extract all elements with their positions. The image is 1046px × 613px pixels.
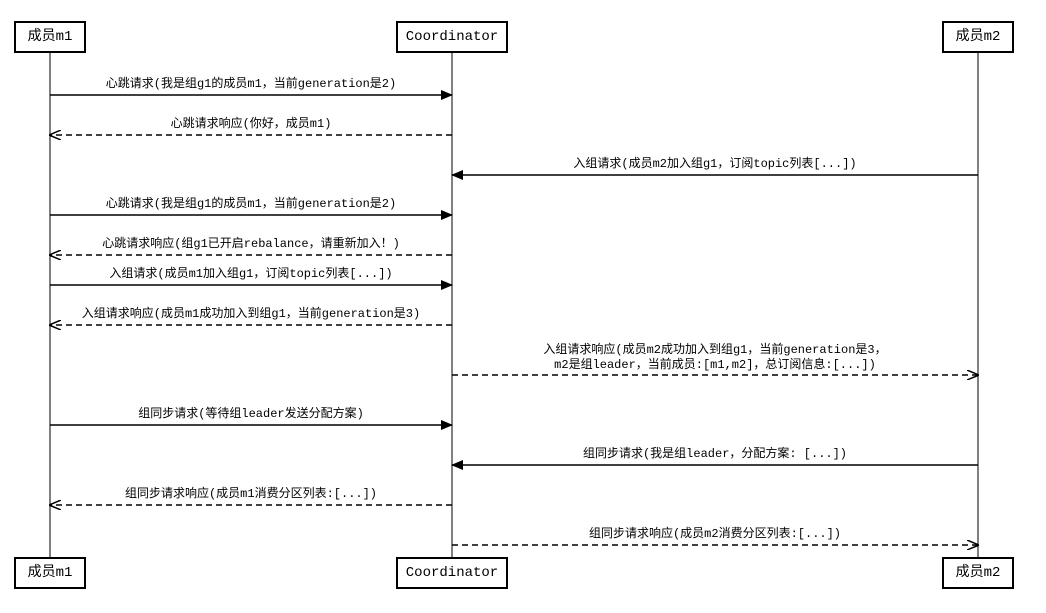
message-label-9: 组同步请求(我是组leader，分配方案: [...]) — [583, 445, 847, 461]
message-label-6: 入组请求响应(成员m1成功加入到组g1，当前generation是3) — [82, 305, 420, 321]
message-label-7: 入组请求响应(成员m2成功加入到组g1，当前generation是3， — [543, 341, 886, 357]
participant-label-coord: Coordinator — [406, 565, 498, 581]
message-label2-7: m2是组leader，当前成员:[m1,m2]，总订阅信息:[...]) — [554, 356, 876, 372]
message-label-4: 心跳请求响应(组g1已开启rebalance，请重新加入！) — [102, 235, 400, 251]
participant-label-m1: 成员m1 — [28, 564, 73, 581]
message-label-2: 入组请求(成员m2加入组g1，订阅topic列表[...]) — [573, 156, 856, 171]
participant-label-m1: 成员m1 — [28, 28, 73, 45]
message-label-0: 心跳请求(我是组g1的成员m1，当前generation是2) — [106, 75, 396, 91]
participant-label-coord: Coordinator — [406, 29, 498, 45]
message-label-1: 心跳请求响应(你好，成员m1) — [171, 115, 332, 131]
message-label-11: 组同步请求响应(成员m2消费分区列表:[...]) — [589, 525, 841, 541]
sequence-diagram: 成员m1 成员m1 Coordinator Coordinator 成员m2 成员m2 心跳… — [10, 10, 1046, 603]
message-label-5: 入组请求(成员m1加入组g1，订阅topic列表[...]) — [109, 266, 392, 281]
participant-label-m2: 成员m2 — [956, 28, 1001, 45]
message-label-8: 组同步请求(等待组leader发送分配方案) — [138, 405, 364, 421]
message-label-3: 心跳请求(我是组g1的成员m1，当前generation是2) — [106, 195, 396, 211]
message-label-10: 组同步请求响应(成员m1消费分区列表:[...]) — [125, 485, 377, 501]
participant-label-m2: 成员m2 — [956, 564, 1001, 581]
